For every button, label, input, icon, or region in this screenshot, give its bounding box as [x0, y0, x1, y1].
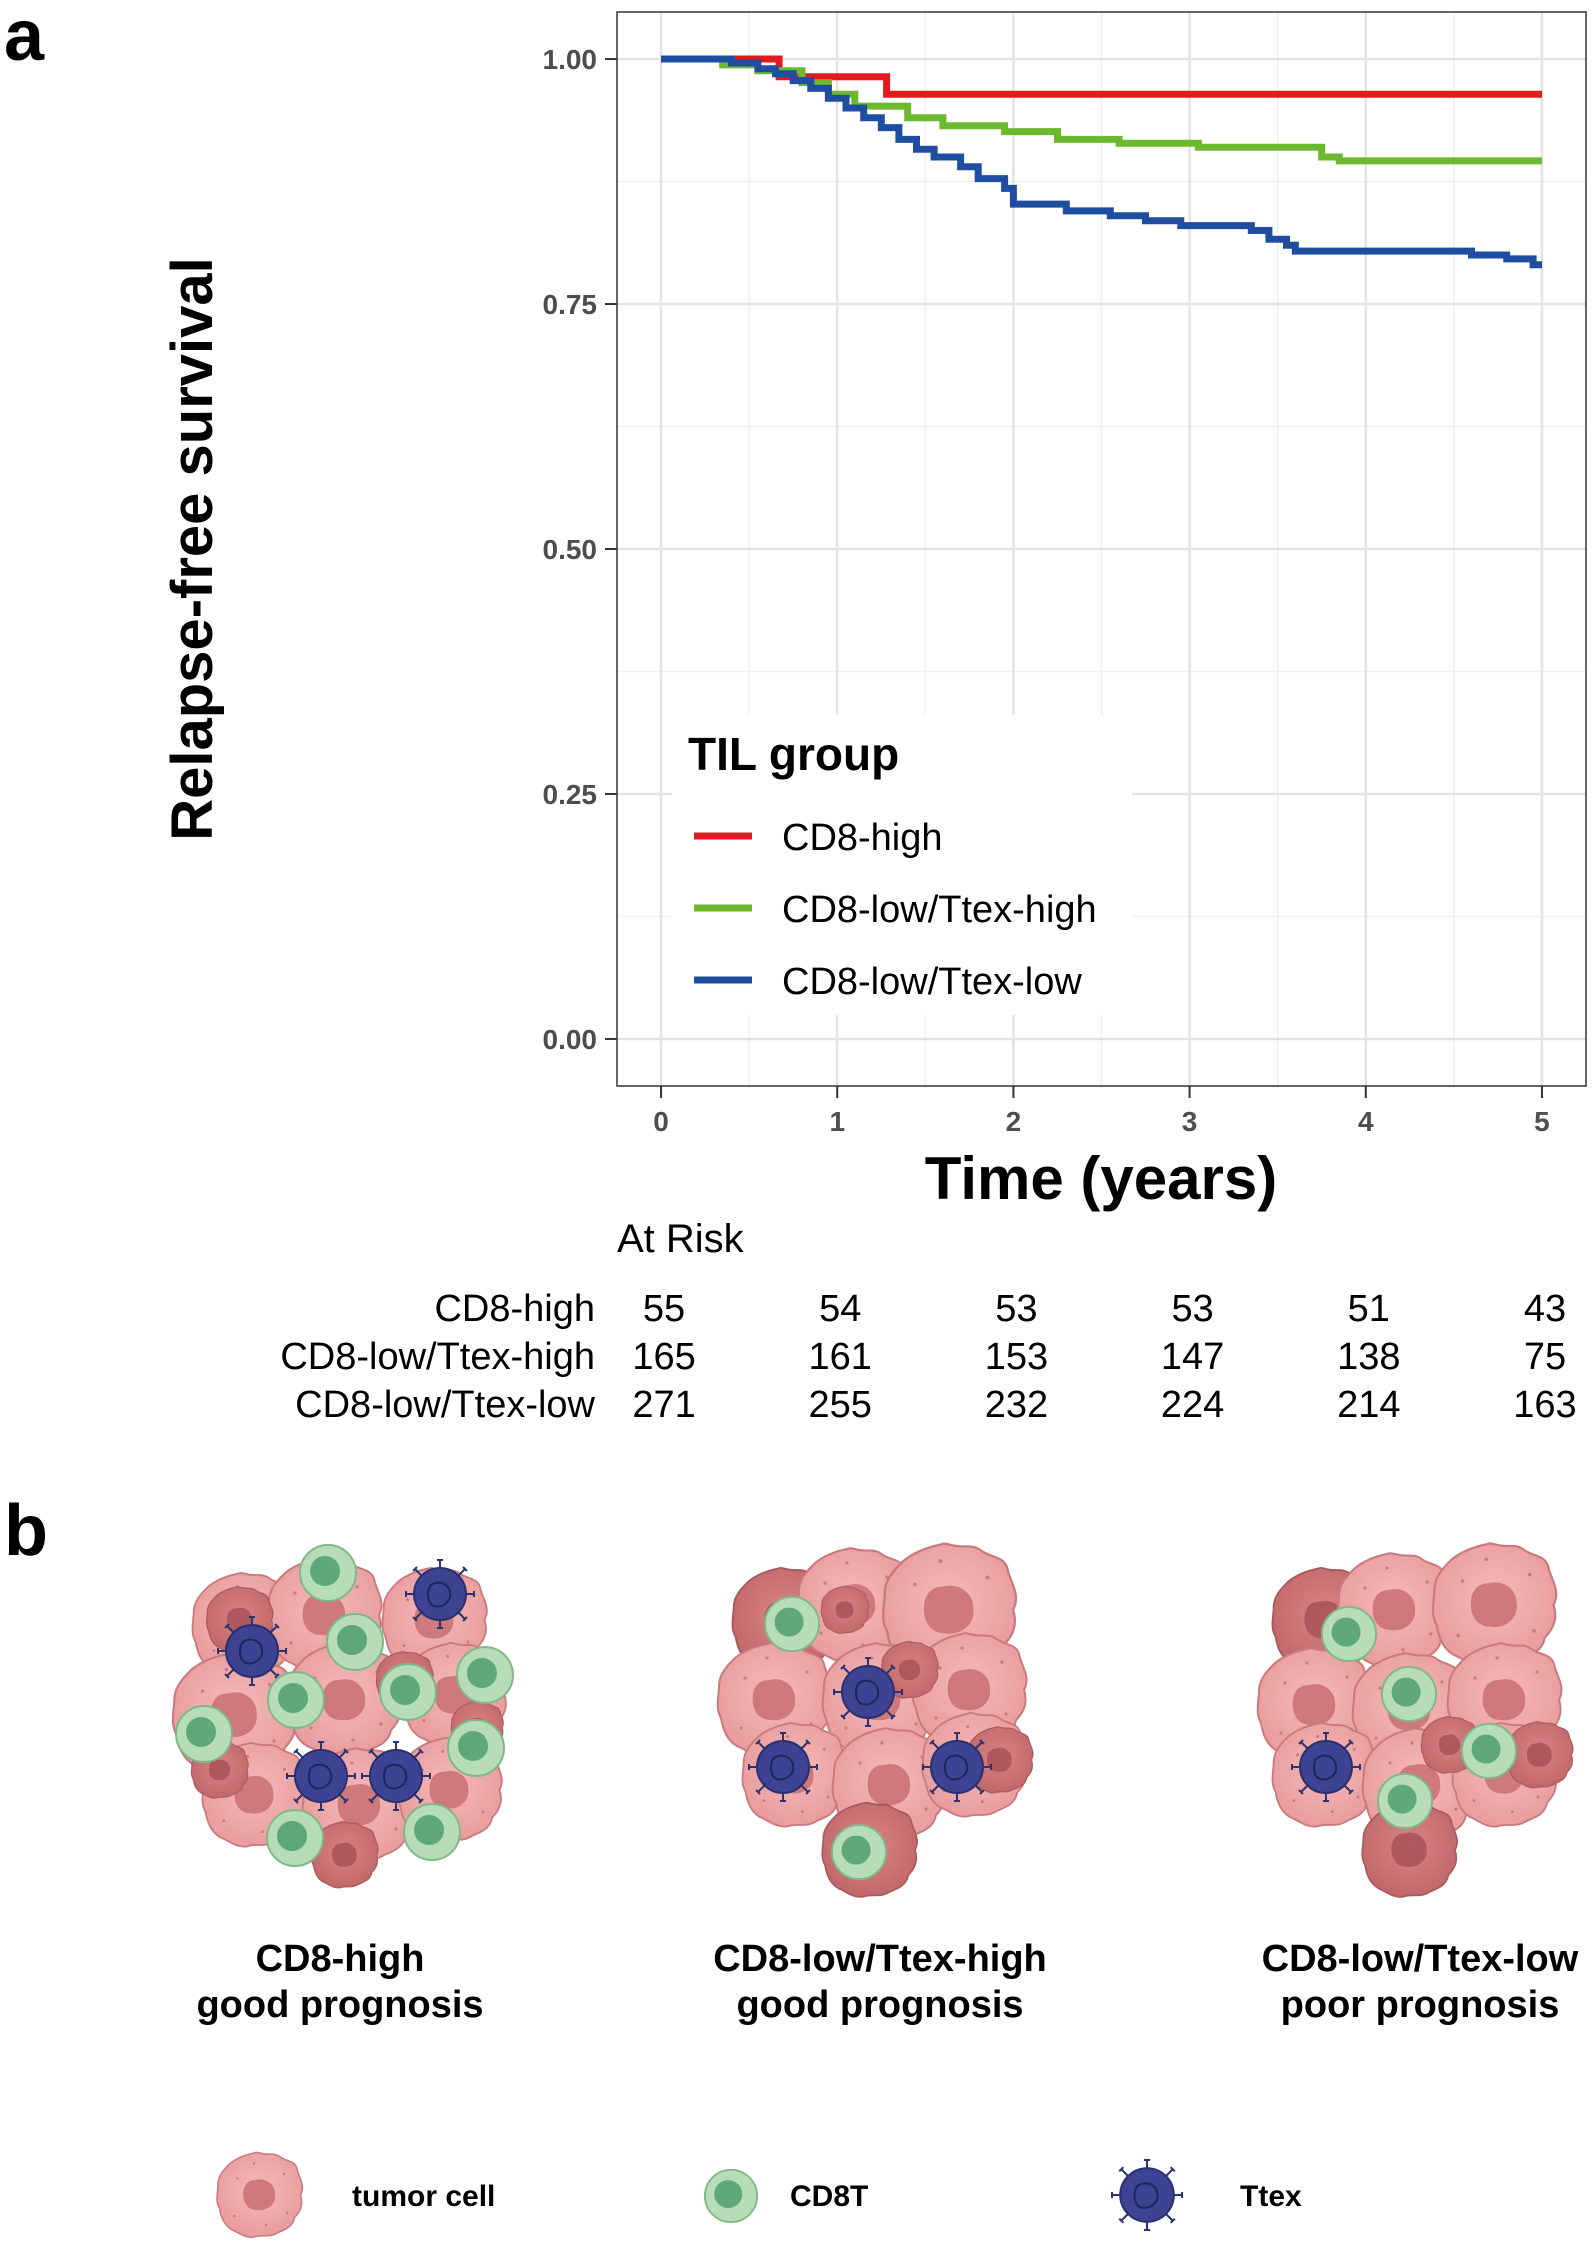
- at-risk-title: At Risk: [617, 1217, 745, 1261]
- at-risk-value: 161: [809, 1336, 872, 1378]
- at-risk-value: 55: [643, 1288, 685, 1330]
- at-risk-value: 214: [1337, 1384, 1400, 1426]
- x-tick-label: 5: [1534, 1106, 1550, 1137]
- group-caption-2: CD8-low/Ttex-high good prognosis: [713, 1938, 1047, 2026]
- group-caption-2-line2: good prognosis: [736, 1984, 1023, 2026]
- legend-title: TIL group: [688, 728, 899, 780]
- survival-curves: [661, 55, 1542, 269]
- at-risk-value: 51: [1348, 1288, 1390, 1330]
- x-axis-ticks: 0 1 2 3 4 5: [653, 1086, 1550, 1137]
- x-tick-label: 1: [829, 1106, 845, 1137]
- at-risk-value: 53: [995, 1288, 1037, 1330]
- y-axis-ticks: 0.00 0.25 0.50 0.75 1.00: [543, 44, 617, 1055]
- at-risk-row-label: CD8-low/Ttex-low: [295, 1384, 595, 1426]
- legend-label-1: CD8-high: [782, 817, 943, 859]
- panel-b-label: b: [4, 1491, 48, 1571]
- at-risk-value: 163: [1513, 1384, 1576, 1426]
- at-risk-rows: CD8-high 55 54 53 53 51 43 CD8-low/Ttex-high 165…: [280, 1288, 1576, 1426]
- group-caption-3: CD8-low/Ttex-low poor prognosis: [1262, 1938, 1579, 2026]
- at-risk-value: 153: [985, 1336, 1048, 1378]
- at-risk-value: 54: [819, 1288, 861, 1330]
- x-tick-label: 0: [653, 1106, 669, 1137]
- at-risk-table: At Risk CD8-high 55 54 53 53 51 43 CD8-low/Ttex…: [280, 1217, 1576, 1426]
- at-risk-value: 53: [1171, 1288, 1213, 1330]
- group-caption-3-line2: poor prognosis: [1281, 1984, 1560, 2026]
- x-axis-title: Time (years): [925, 1145, 1277, 1212]
- at-risk-value: 255: [809, 1384, 872, 1426]
- y-tick-label: 1.00: [543, 44, 598, 75]
- cluster-cd8-high: [171, 1544, 514, 1889]
- legend-background: [672, 715, 1132, 1015]
- cell-legend: tumor cell CD8T Ttex: [216, 2151, 1302, 2238]
- y-axis-title: Relapse-free survival: [160, 257, 225, 841]
- at-risk-row-label: CD8-high: [434, 1288, 595, 1330]
- cluster-cd8-low-ttex-low: [1256, 1542, 1574, 1898]
- x-tick-label: 2: [1006, 1106, 1022, 1137]
- series-line-1: [661, 55, 1542, 98]
- x-tick-label: 4: [1358, 1106, 1374, 1137]
- at-risk-row-label: CD8-low/Ttex-high: [280, 1336, 595, 1378]
- group-caption-1: CD8-high good prognosis: [196, 1938, 483, 2026]
- group-caption-1-line1: CD8-high: [256, 1938, 425, 1980]
- at-risk-value: 232: [985, 1384, 1048, 1426]
- cd8t-cell-icon: [703, 2168, 759, 2224]
- group-caption-2-line1: CD8-low/Ttex-high: [713, 1938, 1047, 1980]
- legend-tumor-label: tumor cell: [352, 2180, 495, 2213]
- legend-label-2: CD8-low/Ttex-high: [782, 889, 1097, 931]
- legend-items: CD8-high CD8-low/Ttex-high CD8-low/Ttex-lo…: [694, 817, 1097, 1003]
- legend-cd8t-label: CD8T: [790, 2180, 868, 2213]
- at-risk-value: 271: [632, 1384, 695, 1426]
- cluster-cd8-low-ttex-high: [716, 1542, 1034, 1898]
- y-tick-label: 0.75: [543, 289, 598, 320]
- group-caption-1-line2: good prognosis: [196, 1984, 483, 2026]
- ttex-cell-icon: [1110, 2158, 1184, 2232]
- x-tick-label: 3: [1182, 1106, 1198, 1137]
- panel-a-label: a: [4, 0, 45, 76]
- at-risk-value: 147: [1161, 1336, 1224, 1378]
- y-tick-label: 0.00: [543, 1024, 598, 1055]
- legend-label-3: CD8-low/Ttex-low: [782, 961, 1082, 1003]
- y-tick-label: 0.25: [543, 779, 598, 810]
- km-chart: 0.00 0.25 0.50 0.75 1.00 0 1 2 3 4 5 Relapse-free…: [160, 11, 1587, 1212]
- group-caption-3-line1: CD8-low/Ttex-low: [1262, 1938, 1579, 1980]
- panel-b-illustrations: CD8-high good prognosis CD8-low/Ttex-hig…: [171, 1542, 1579, 2238]
- at-risk-value: 224: [1161, 1384, 1224, 1426]
- at-risk-value: 43: [1524, 1288, 1566, 1330]
- at-risk-value: 138: [1337, 1336, 1400, 1378]
- at-risk-value: 75: [1524, 1336, 1566, 1378]
- at-risk-value: 165: [632, 1336, 695, 1378]
- legend-ttex-label: Ttex: [1240, 2180, 1302, 2213]
- series-line-3: [661, 55, 1542, 269]
- y-tick-label: 0.50: [543, 534, 598, 565]
- legend: TIL group CD8-high CD8-low/Ttex-high CD8-l…: [672, 715, 1132, 1015]
- tumor-cell-icon: [216, 2151, 304, 2238]
